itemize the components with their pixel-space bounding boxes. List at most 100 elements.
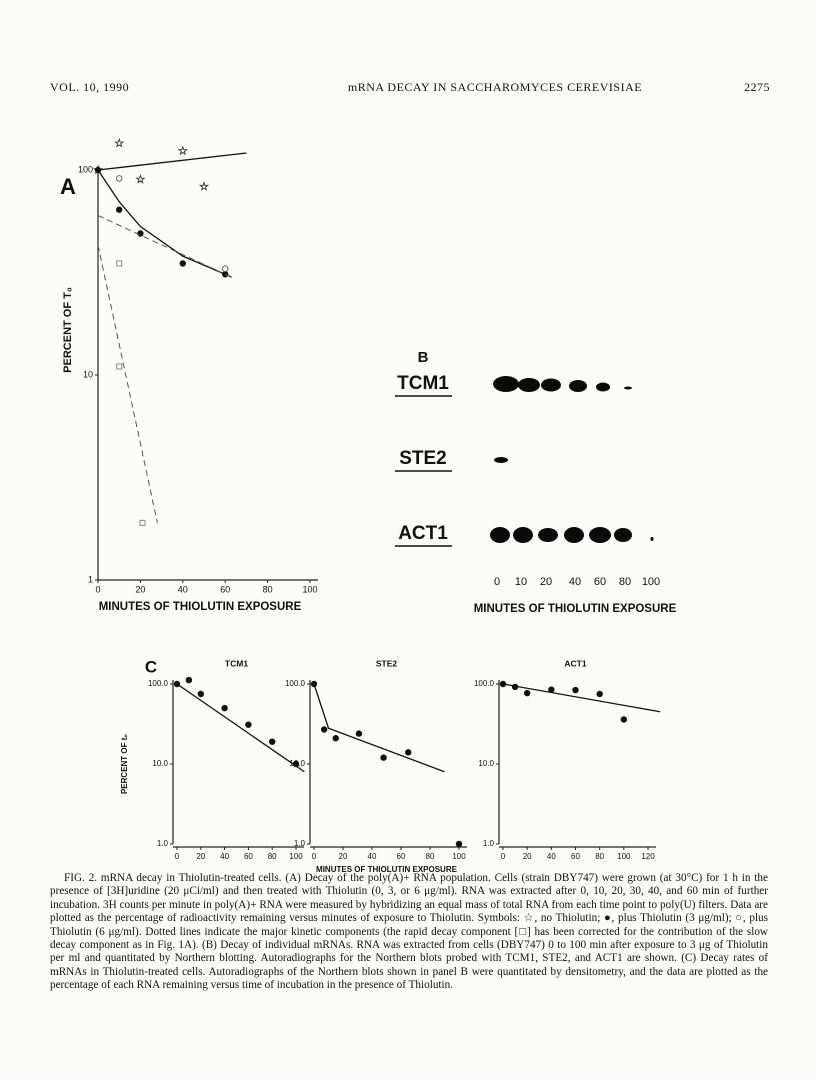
y-tick-label: 1.0 [157,839,169,848]
chart-title: STE2 [376,658,398,668]
figure-caption: FIG. 2. mRNA decay in Thiolutin-treated … [50,872,768,992]
x-tick-label: 0 [175,852,180,861]
y-tick-label: 100.0 [285,679,306,688]
x-tick-label: 40 [178,584,188,594]
data-point [116,260,123,267]
page-number: 2275 [744,80,770,94]
data-point [177,145,188,156]
x-tick-label: 0 [501,852,506,861]
x-tick-label: 100 [289,852,303,861]
x-tick-label: 40 [547,852,556,861]
data-point [455,840,463,848]
data-point [139,519,146,526]
x-tick-label: 40 [368,852,377,861]
data-point [179,260,186,267]
x-tick-label: 0 [312,852,317,861]
lane-label: 100 [642,576,660,588]
x-tick-label: 20 [523,852,532,861]
y-tick-label: 100 [78,164,93,174]
y-tick-label: 1 [88,574,93,584]
x-tick-label: 80 [426,852,435,861]
gene-label: ACT1 [398,523,448,544]
y-tick-label: 1.0 [483,839,495,848]
data-point [332,735,339,742]
lane-label: 10 [515,576,527,588]
data-point [115,175,123,182]
fit-line [97,152,247,171]
data-point [116,363,123,370]
data-point [221,265,229,273]
y-tick-label: 10.0 [478,759,494,768]
panel-label: B [418,349,429,366]
gene-label: STE2 [399,448,447,469]
lane-label: 0 [494,576,500,588]
x-tick-label: 80 [263,584,273,594]
x-tick-label: 60 [397,852,406,861]
fit-line [313,683,445,773]
chart-title: TCM1 [225,658,248,668]
running-head-left: VOL. 10, 1990 [50,80,129,94]
data-point [405,749,412,756]
y-tick-label: 10 [83,369,93,379]
lane-label: 20 [540,576,552,588]
panel-label: C [145,657,157,676]
lane-label: 40 [569,576,581,588]
data-point [114,137,125,148]
lane-label: 60 [594,576,606,588]
x-tick-label: 60 [220,584,230,594]
x-tick-label: 120 [641,852,655,861]
data-point [523,689,531,697]
fit-line [502,683,661,713]
data-point [620,716,628,723]
x-tick-label: 100 [617,852,631,861]
x-axis-label: MINUTES OF THIOLUTIN EXPOSURE [99,601,302,613]
x-tick-label: 20 [339,852,348,861]
x-tick-label: 100 [302,584,317,594]
data-point [548,686,555,693]
fit-line [176,683,305,773]
lane-label: 80 [619,576,631,588]
blot-bands [490,376,654,543]
x-tick-label: 20 [135,584,145,594]
data-point [572,686,579,694]
data-point [185,676,193,684]
x-tick-label: 20 [196,852,205,861]
x-tick-label: 0 [95,584,100,594]
y-tick-label: 1.0 [294,839,306,848]
x-tick-label: 60 [571,852,580,861]
data-point [355,730,363,737]
data-point [245,721,252,728]
data-point [320,726,328,733]
fit-line [97,245,158,523]
y-tick-label: 100.0 [474,679,495,688]
data-point [269,738,276,745]
gene-label: TCM1 [397,373,449,394]
x-tick-label: 80 [595,852,604,861]
data-point [198,181,210,191]
y-axis-label: PERCENT OF t₀ [120,734,129,794]
x-axis-label: MINUTES OF THIOLUTIN EXPOSURE [316,865,458,874]
panel-label: A [60,174,76,199]
fit-line [97,215,232,278]
data-point [135,174,146,184]
x-tick-label: 100 [452,852,466,861]
x-axis-label: MINUTES OF THIOLUTIN EXPOSURE [474,603,677,615]
x-tick-label: 60 [244,852,253,861]
y-tick-label: 100.0 [148,679,169,688]
data-point [197,690,204,698]
data-point [380,754,387,761]
lane-labels: 0 10 20 40 60 80 100 [494,576,660,588]
data-point [221,704,228,712]
x-tick-label: 80 [268,852,277,861]
y-tick-label: 10.0 [289,759,305,768]
running-head-title: mRNA DECAY IN SACCHAROMYCES CEREVISIAE [348,80,642,94]
y-tick-label: 10.0 [152,759,168,768]
data-point [596,690,603,698]
data-point [116,206,123,213]
data-point [137,230,144,237]
y-axis-label: PERCENT OF T₀ [62,287,74,373]
x-tick-label: 40 [220,852,229,861]
chart-title: ACT1 [564,658,586,668]
